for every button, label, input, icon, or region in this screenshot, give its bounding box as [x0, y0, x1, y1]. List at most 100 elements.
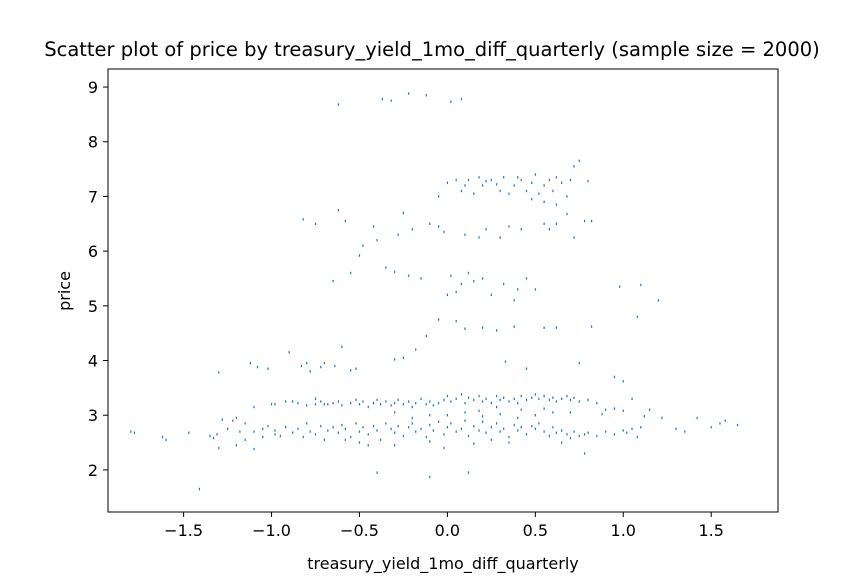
data-point: [503, 396, 505, 399]
data-point: [425, 334, 427, 338]
data-point: [613, 407, 616, 410]
data-point: [622, 380, 624, 383]
y-tick-label: 2: [88, 461, 98, 480]
data-point: [485, 179, 487, 183]
data-point: [538, 422, 540, 425]
data-point: [198, 487, 201, 491]
data-point: [543, 184, 545, 187]
data-point: [438, 420, 440, 423]
data-point: [362, 244, 364, 247]
data-point: [455, 397, 457, 400]
data-point: [464, 401, 466, 405]
data-point: [649, 408, 651, 411]
data-point: [561, 441, 563, 444]
data-point: [239, 430, 241, 433]
data-point: [517, 401, 519, 405]
data-point: [355, 367, 357, 370]
data-point: [355, 398, 357, 402]
data-point: [429, 423, 431, 427]
data-point: [513, 423, 515, 427]
data-point: [332, 426, 334, 429]
data-point: [161, 435, 164, 439]
data-point: [499, 398, 501, 402]
data-point: [548, 178, 550, 182]
data-point: [394, 411, 396, 414]
data-point: [297, 427, 299, 431]
data-point: [306, 422, 308, 425]
data-point: [473, 424, 475, 428]
data-point: [566, 212, 568, 216]
data-point: [467, 471, 470, 474]
data-point: [376, 238, 378, 242]
data-point: [534, 427, 536, 431]
data-point: [513, 397, 515, 400]
data-point: [569, 411, 572, 414]
data-point: [408, 92, 410, 95]
data-point: [300, 364, 303, 368]
data-point: [438, 225, 440, 228]
data-point: [503, 282, 505, 286]
data-point: [555, 400, 558, 403]
data-point: [376, 471, 378, 474]
data-point: [478, 176, 480, 179]
data-point: [578, 434, 580, 438]
data-point: [274, 429, 276, 432]
data-point: [555, 176, 558, 179]
data-point: [235, 444, 237, 447]
data-point: [499, 430, 501, 433]
data-point: [473, 398, 475, 402]
data-point: [429, 222, 431, 225]
data-point: [358, 403, 361, 406]
data-point: [485, 431, 487, 434]
data-point: [543, 430, 545, 433]
x-axis-ticks: −1.5 −1.0 −0.5 0.0 0.5 1.0 1.5: [164, 512, 724, 540]
data-point: [443, 230, 445, 234]
data-point: [561, 181, 563, 184]
data-point: [450, 100, 452, 104]
x-tick-label: −1.5: [164, 521, 203, 540]
data-point: [402, 434, 405, 438]
data-point: [446, 394, 448, 398]
x-tick-label: 0.5: [523, 521, 548, 540]
data-point: [467, 271, 470, 275]
data-point: [587, 398, 589, 402]
data-point: [517, 176, 519, 179]
data-point: [543, 407, 545, 410]
data-point: [270, 403, 273, 406]
data-point: [496, 329, 498, 332]
data-point: [350, 401, 352, 405]
data-point: [460, 427, 463, 431]
data-point: [355, 422, 357, 425]
data-point: [429, 414, 431, 417]
data-point: [367, 433, 369, 436]
x-tick-label: −0.5: [340, 521, 379, 540]
data-point: [485, 228, 487, 231]
data-point: [643, 415, 645, 418]
data-point: [350, 369, 352, 372]
data-point: [508, 400, 510, 403]
data-point: [262, 435, 264, 439]
data-point: [288, 351, 290, 354]
data-point: [548, 228, 550, 231]
data-point: [212, 436, 215, 440]
data-point: [306, 362, 308, 365]
data-point: [402, 356, 405, 359]
data-point: [587, 431, 589, 434]
data-point: [561, 397, 563, 400]
data-point: [279, 434, 281, 438]
data-point: [525, 433, 528, 436]
data-point: [578, 159, 580, 163]
data-point: [464, 419, 466, 422]
data-point: [274, 403, 276, 406]
data-point: [379, 438, 382, 442]
data-point: [520, 228, 522, 231]
data-point: [569, 436, 572, 440]
data-point: [302, 218, 304, 221]
data-point: [274, 433, 276, 436]
data-point: [358, 430, 361, 433]
data-point: [292, 400, 294, 403]
data-point: [209, 434, 211, 438]
data-point: [696, 416, 698, 420]
data-point: [397, 398, 399, 402]
data-point: [534, 414, 536, 417]
